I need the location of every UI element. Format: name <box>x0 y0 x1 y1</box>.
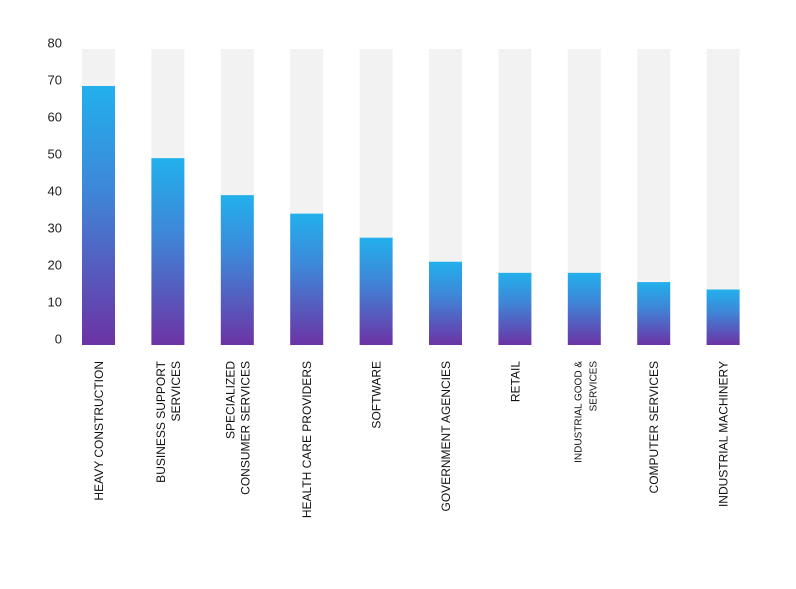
bar <box>429 261 462 345</box>
bar <box>359 237 393 345</box>
x-tick-label: SOFTWARE <box>370 361 384 429</box>
x-tick-label-line: INDUSTRIAL GOOD & <box>573 361 584 463</box>
x-tick-label-line: BUSINESS SUPPORT <box>154 360 168 482</box>
y-tick-label: 20 <box>48 258 62 273</box>
x-tick-label-line: SERVICES <box>588 361 599 412</box>
y-tick-label: 40 <box>48 184 62 199</box>
x-tick-label-line: SPECIALIZED <box>223 361 237 439</box>
bar <box>220 195 254 345</box>
x-tick-label-line: HEALTH CARE PROVIDERS <box>300 361 314 518</box>
x-tick-label-line: HEAVY CONSTRUCTION <box>92 361 106 501</box>
x-tick-label-line: SOFTWARE <box>370 361 384 429</box>
x-tick-label-line: GOVERNMENT AGENCIES <box>439 361 453 511</box>
x-tick-label-line: INDUSTRIAL MACHINERY <box>717 361 731 507</box>
y-tick-label: 30 <box>48 221 62 236</box>
x-tick-label: BUSINESS SUPPORT SERVICES <box>154 360 183 482</box>
x-tick-label: HEALTH CARE PROVIDERS <box>300 361 314 518</box>
x-tick-label-line: RETAIL <box>508 361 522 402</box>
bar <box>151 158 185 345</box>
bar <box>498 272 532 345</box>
bar <box>567 272 601 345</box>
y-axis-ticks: 0 10 20 30 40 50 60 70 80 <box>48 36 62 347</box>
x-tick-label: INDUSTRIAL MACHINERY <box>717 361 731 507</box>
x-tick-label: HEAVY CONSTRUCTION <box>92 361 106 501</box>
bar <box>290 213 324 345</box>
x-tick-label: SPECIALIZED CONSUMER SERVICES <box>223 361 252 495</box>
y-tick-label: 10 <box>48 295 62 310</box>
x-tick-label-line: SERVICES <box>169 361 183 421</box>
bar <box>82 86 115 345</box>
y-tick-label: 60 <box>48 110 62 125</box>
x-tick-label-line: CONSUMER SERVICES <box>238 361 252 495</box>
x-tick-label: RETAIL <box>508 361 522 402</box>
x-axis-labels: HEAVY CONSTRUCTION BUSINESS SUPPORT SERVIC… <box>92 360 731 518</box>
x-tick-label: COMPUTER SERVICES <box>647 361 661 493</box>
x-tick-label: GOVERNMENT AGENCIES <box>439 361 453 511</box>
y-tick-label: 70 <box>48 73 62 88</box>
y-tick-label: 50 <box>48 147 62 162</box>
x-tick-label: INDUSTRIAL GOOD & SERVICES <box>573 361 599 463</box>
y-tick-label: 0 <box>55 332 62 347</box>
y-tick-label: 80 <box>48 36 62 51</box>
bar <box>706 289 740 345</box>
x-tick-label-line: COMPUTER SERVICES <box>647 361 661 493</box>
bar <box>637 282 671 345</box>
bars <box>82 86 740 345</box>
